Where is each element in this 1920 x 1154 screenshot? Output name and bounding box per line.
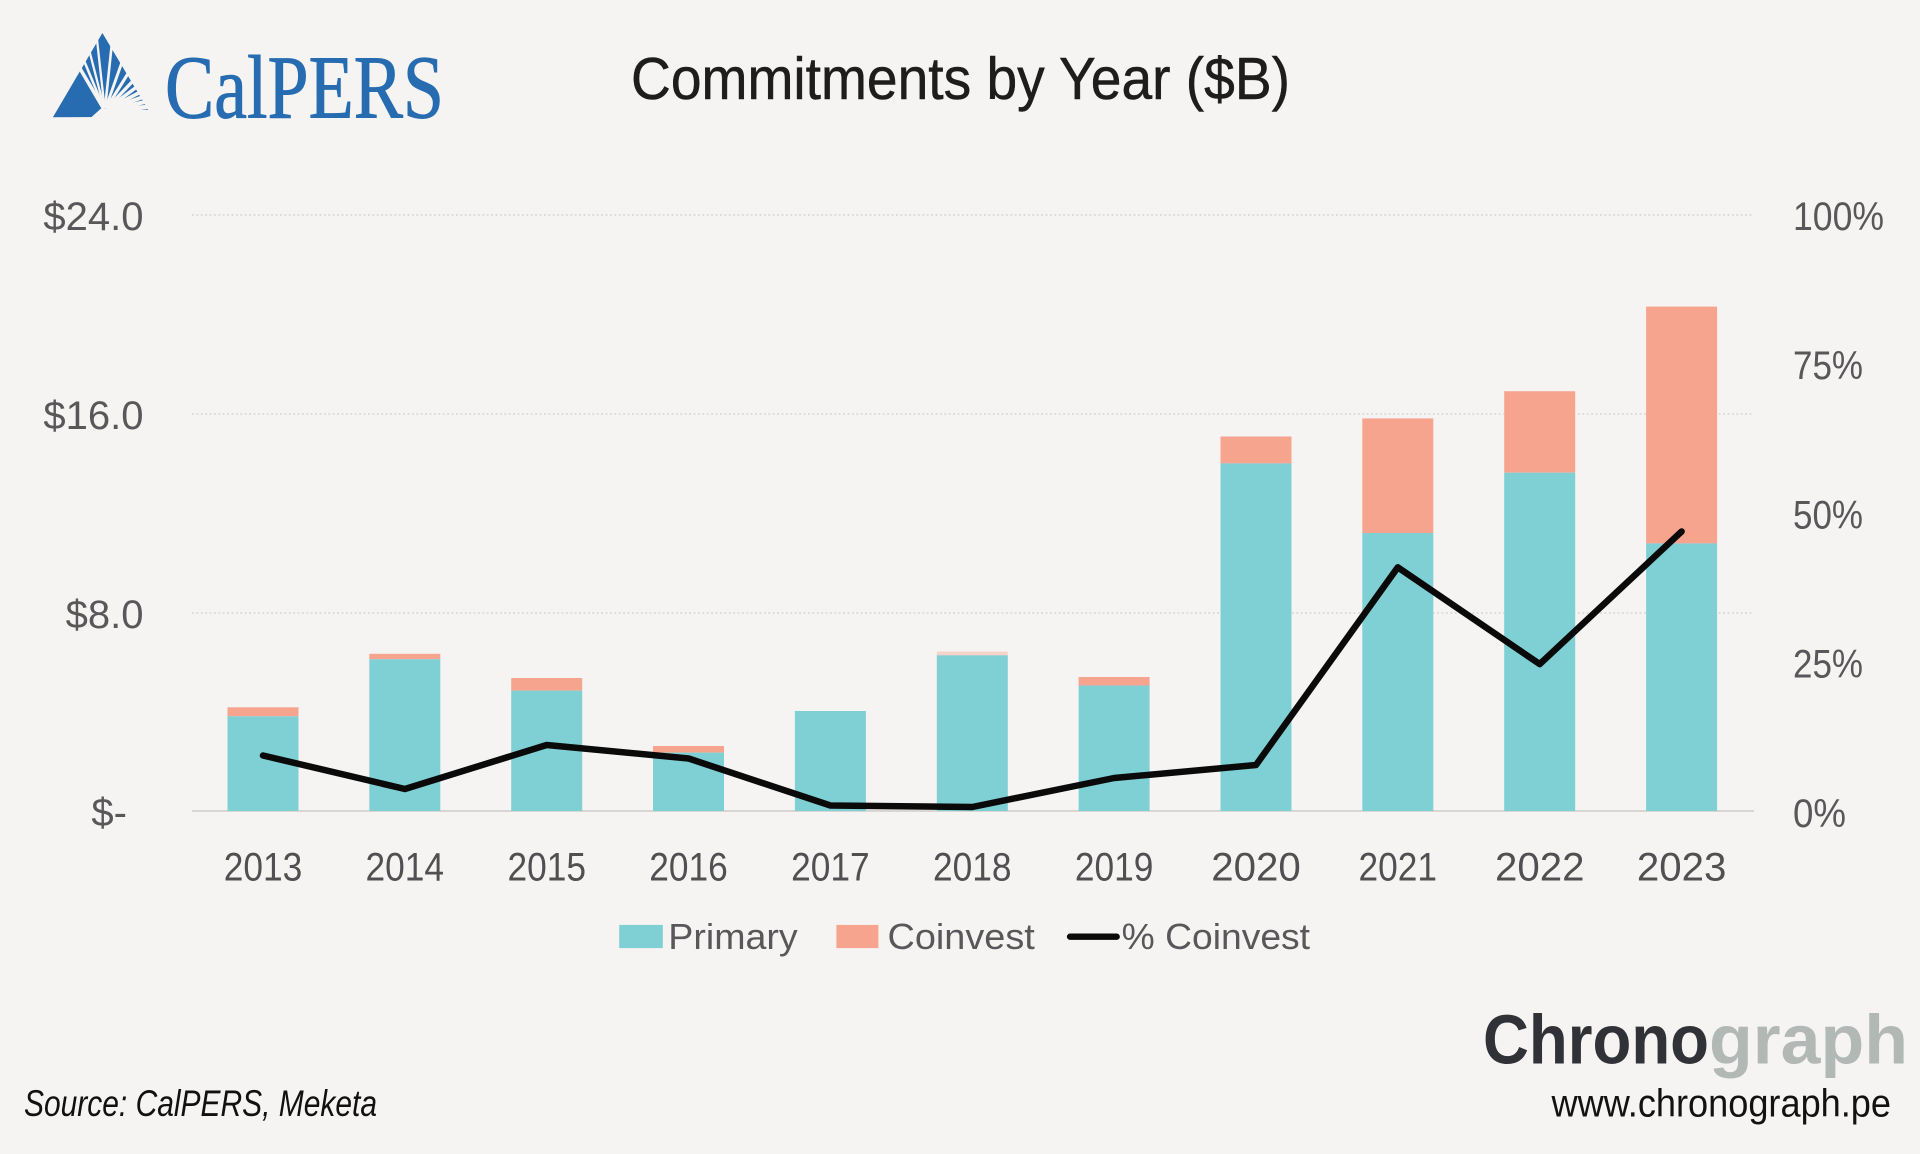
svg-text:2023: 2023 — [1637, 846, 1727, 890]
svg-text:Primary: Primary — [668, 916, 797, 957]
svg-text:2021: 2021 — [1359, 846, 1438, 890]
svg-text:% Coinvest: % Coinvest — [1122, 916, 1310, 957]
svg-text:$24.0: $24.0 — [43, 195, 143, 239]
svg-text:Commitments by Year ($B): Commitments by Year ($B) — [631, 46, 1290, 112]
svg-text:75%: 75% — [1793, 344, 1863, 388]
svg-text:2015: 2015 — [507, 846, 586, 890]
svg-text:2013: 2013 — [224, 846, 303, 890]
svg-text:graph: graph — [1709, 1001, 1908, 1079]
svg-text:2019: 2019 — [1075, 846, 1154, 890]
svg-text:CalPERS: CalPERS — [165, 39, 444, 138]
svg-text:$16.0: $16.0 — [43, 394, 143, 438]
svg-text:50%: 50% — [1793, 493, 1863, 537]
svg-text:2018: 2018 — [933, 846, 1012, 890]
svg-text:2020: 2020 — [1211, 846, 1301, 890]
svg-text:Chrono: Chrono — [1483, 1001, 1709, 1079]
svg-text:www.chronograph.pe: www.chronograph.pe — [1551, 1083, 1891, 1126]
svg-text:2016: 2016 — [649, 846, 728, 890]
svg-text:Coinvest: Coinvest — [888, 916, 1035, 957]
svg-text:25%: 25% — [1793, 643, 1863, 687]
svg-text:0%: 0% — [1793, 792, 1846, 836]
svg-text:$-: $- — [91, 791, 127, 835]
svg-text:$8.0: $8.0 — [66, 593, 144, 637]
svg-text:2017: 2017 — [791, 846, 870, 890]
svg-text:100%: 100% — [1793, 195, 1884, 239]
svg-text:2014: 2014 — [366, 846, 445, 890]
svg-text:2022: 2022 — [1495, 846, 1585, 890]
svg-text:Source: CalPERS, Meketa: Source: CalPERS, Meketa — [24, 1083, 377, 1124]
